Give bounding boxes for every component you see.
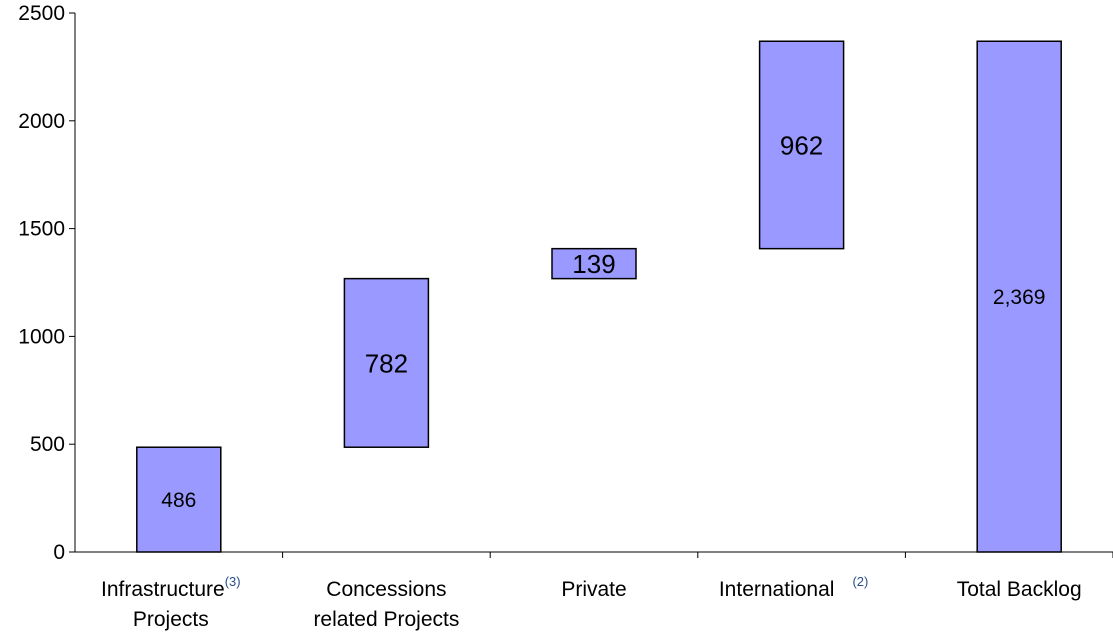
x-category-label: Total Backlog: [957, 578, 1082, 601]
bar: [976, 40, 1062, 553]
x-category-label: Concessions: [326, 578, 446, 601]
x-category-label: Infrastructure(3): [101, 574, 241, 601]
bar-value-label: 782: [365, 348, 408, 378]
bar-value-label: 962: [780, 130, 823, 160]
x-category-label: Projects: [133, 608, 209, 631]
bar: [551, 247, 637, 280]
x-category-label: International (2): [719, 574, 868, 601]
y-tick-label: 1500: [18, 218, 65, 241]
x-category-label-text: Total Backlog: [957, 578, 1082, 601]
bar: [343, 277, 430, 448]
y-tick-label: 0: [53, 541, 65, 564]
x-category-label-text: Projects: [133, 608, 209, 631]
bars: 486 782 139 962 2,369: [136, 40, 1062, 553]
x-category-label-text: Private: [561, 578, 626, 601]
y-tick-label: 2500: [18, 2, 65, 25]
x-category-label: related Projects: [313, 608, 459, 631]
axes: 0 500 1000 1500 2000 2500: [18, 2, 1113, 564]
y-tick-label: 1000: [18, 325, 65, 348]
x-category-label-text: International: [719, 578, 835, 601]
y-tick-label: 500: [30, 433, 65, 456]
footnote-marker: (2): [852, 574, 868, 589]
footnote-marker: (3): [225, 574, 241, 589]
bar: [758, 40, 845, 250]
bar: [136, 446, 222, 553]
y-tick-label: 2000: [18, 110, 65, 133]
bar-value-label: 139: [572, 249, 615, 279]
x-category-label: Private: [561, 578, 626, 601]
category-labels: Infrastructure(3) Projects Concessions rela…: [101, 574, 1082, 631]
bar-value-label: 486: [161, 489, 196, 512]
x-category-label-text: related Projects: [313, 608, 459, 631]
bar-value-label: 2,369: [993, 286, 1046, 309]
x-category-label-text: Infrastructure: [101, 578, 225, 601]
x-category-label-text: Concessions: [326, 578, 446, 601]
